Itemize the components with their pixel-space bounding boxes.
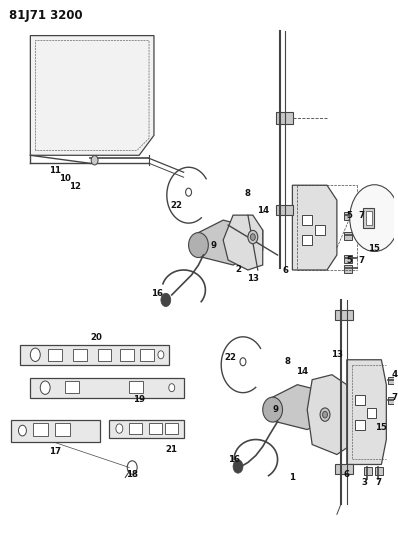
Bar	[98, 349, 111, 361]
Bar	[275, 112, 293, 124]
Circle shape	[18, 425, 26, 436]
Text: 8: 8	[245, 189, 251, 198]
Bar	[73, 349, 87, 361]
Bar	[388, 377, 396, 384]
Text: 16: 16	[151, 289, 163, 298]
Text: 9: 9	[273, 405, 279, 414]
Circle shape	[91, 156, 98, 165]
Bar	[344, 232, 352, 240]
Bar	[55, 423, 70, 435]
Circle shape	[320, 408, 330, 421]
Ellipse shape	[263, 397, 283, 422]
Text: 17: 17	[49, 447, 61, 456]
Text: 1: 1	[289, 473, 295, 482]
Text: 4: 4	[391, 370, 397, 379]
Polygon shape	[223, 215, 263, 270]
Bar	[140, 349, 154, 361]
Bar	[344, 255, 352, 263]
Text: 7: 7	[375, 478, 382, 487]
Bar	[302, 215, 312, 225]
Bar	[355, 394, 365, 405]
Circle shape	[30, 348, 40, 361]
Polygon shape	[307, 375, 352, 455]
Bar	[275, 205, 293, 215]
Bar	[11, 419, 100, 441]
Bar	[149, 423, 162, 433]
Bar	[344, 212, 352, 220]
Text: 19: 19	[133, 395, 145, 404]
Text: 10: 10	[59, 174, 71, 183]
Polygon shape	[363, 208, 375, 228]
Bar	[366, 211, 371, 225]
Text: 21: 21	[166, 445, 178, 454]
Circle shape	[250, 234, 255, 240]
Text: 22: 22	[171, 200, 183, 209]
Text: 5: 5	[347, 255, 353, 264]
Bar	[388, 397, 396, 403]
Text: 8: 8	[285, 357, 291, 366]
Bar	[335, 464, 353, 474]
Circle shape	[40, 381, 50, 394]
Text: 7: 7	[391, 393, 397, 402]
Bar	[65, 381, 79, 393]
Text: 20: 20	[91, 333, 103, 342]
Text: 13: 13	[247, 274, 259, 284]
Bar	[120, 349, 134, 361]
Bar	[109, 419, 183, 438]
Text: 7: 7	[359, 211, 365, 220]
Bar	[30, 378, 183, 398]
Bar	[344, 265, 352, 273]
Text: 12: 12	[69, 182, 81, 191]
Text: 81J71 3200: 81J71 3200	[9, 9, 82, 22]
Bar	[302, 235, 312, 245]
Polygon shape	[293, 185, 337, 270]
Bar	[335, 310, 353, 320]
Bar	[367, 408, 377, 417]
Text: 5: 5	[347, 211, 353, 220]
Bar	[355, 419, 365, 430]
Bar	[33, 423, 48, 435]
Bar	[20, 345, 169, 365]
Bar	[165, 423, 178, 433]
Text: 6: 6	[283, 266, 289, 276]
Text: 15: 15	[375, 423, 387, 432]
Text: 14: 14	[257, 206, 269, 215]
Text: 2: 2	[235, 265, 241, 274]
Circle shape	[161, 293, 171, 306]
Circle shape	[322, 411, 328, 418]
Text: 13: 13	[331, 350, 343, 359]
Circle shape	[248, 230, 258, 244]
Circle shape	[233, 460, 243, 473]
Bar	[129, 423, 142, 433]
Text: 18: 18	[126, 470, 138, 479]
Polygon shape	[268, 385, 337, 430]
Bar	[364, 467, 371, 475]
Circle shape	[116, 424, 123, 433]
Polygon shape	[193, 220, 263, 265]
Ellipse shape	[189, 232, 208, 257]
Bar	[129, 381, 143, 393]
Circle shape	[158, 351, 164, 359]
Bar	[315, 225, 325, 235]
Text: 16: 16	[228, 455, 240, 464]
Bar	[375, 467, 383, 475]
Text: 6: 6	[344, 470, 350, 479]
Bar	[48, 349, 62, 361]
Circle shape	[350, 185, 398, 252]
Polygon shape	[347, 360, 386, 464]
Circle shape	[169, 384, 175, 392]
Text: 3: 3	[361, 478, 368, 487]
Text: 14: 14	[296, 367, 308, 376]
Text: 15: 15	[369, 244, 380, 253]
Text: 22: 22	[224, 353, 236, 362]
Text: 9: 9	[210, 240, 216, 249]
Polygon shape	[30, 36, 154, 155]
Text: 11: 11	[49, 166, 61, 175]
Text: 7: 7	[359, 255, 365, 264]
